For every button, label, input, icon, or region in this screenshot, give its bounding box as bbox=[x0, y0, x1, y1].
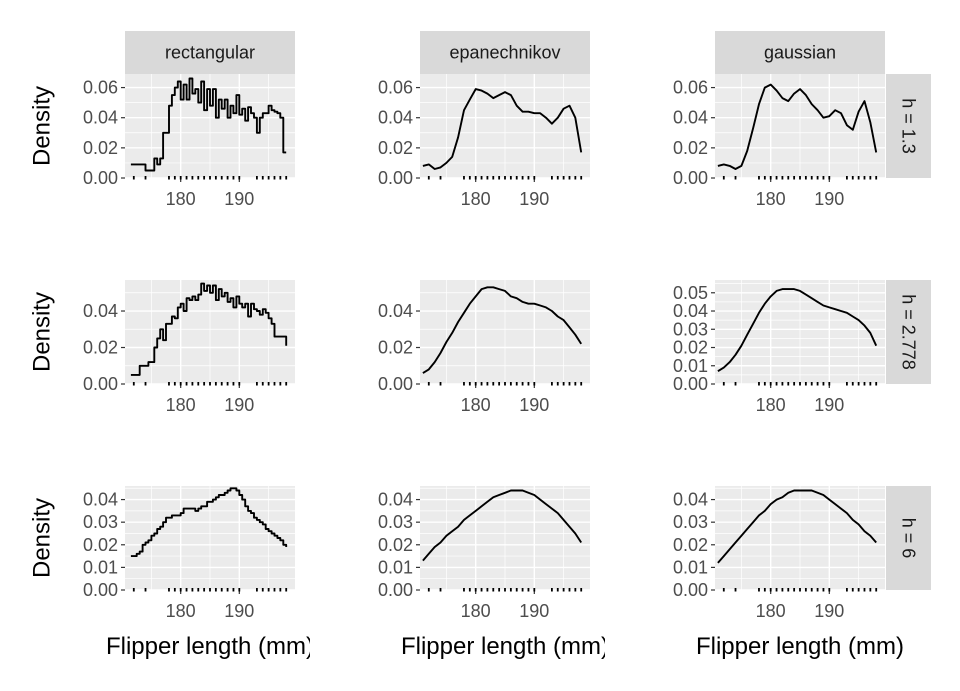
column-strip-label: gaussian bbox=[764, 43, 836, 63]
density-curve bbox=[422, 489, 582, 562]
y-tick-label: 0.03 bbox=[378, 512, 413, 532]
facet-panel-rectangular-2 bbox=[121, 486, 295, 594]
x-tick-label: 190 bbox=[814, 189, 844, 209]
y-tick-label: 0.02 bbox=[378, 138, 413, 158]
y-tick-label: 0.01 bbox=[673, 557, 708, 577]
x-axis-title: Flipper length (mm) bbox=[106, 633, 314, 660]
x-tick-label: 180 bbox=[461, 189, 491, 209]
x-tick-label: 190 bbox=[519, 395, 549, 415]
y-tick-label: 0.00 bbox=[673, 374, 708, 394]
y-tick-label: 0.04 bbox=[673, 108, 708, 128]
x-tick-label: 190 bbox=[519, 189, 549, 209]
y-tick-label: 0.04 bbox=[83, 108, 118, 128]
facet-panel-gaussian-1 bbox=[711, 280, 885, 388]
column-strip-label: rectangular bbox=[165, 43, 255, 63]
column-strip bbox=[420, 31, 590, 74]
y-tick-label: 0.06 bbox=[83, 78, 118, 98]
facet-panel-gaussian-0 bbox=[711, 74, 885, 182]
y-tick-label: 0.02 bbox=[83, 138, 118, 158]
x-tick-label: 190 bbox=[224, 395, 254, 415]
column-strip bbox=[715, 31, 885, 74]
x-axis-title: Flipper length (mm) bbox=[696, 633, 904, 660]
y-tick-label: 0.06 bbox=[673, 78, 708, 98]
column-strip-label: epanechnikov bbox=[449, 43, 560, 63]
x-tick-label: 190 bbox=[814, 395, 844, 415]
y-tick-label: 0.04 bbox=[83, 490, 118, 510]
y-tick-label: 0.00 bbox=[83, 374, 118, 394]
y-tick-label: 0.02 bbox=[673, 138, 708, 158]
x-tick-label: 180 bbox=[166, 189, 196, 209]
row-strip-label: h = 1.3 bbox=[899, 98, 919, 154]
row-strip bbox=[886, 74, 931, 178]
density-curve bbox=[717, 489, 877, 564]
y-tick-label: 0.04 bbox=[378, 108, 413, 128]
x-tick-label: 180 bbox=[756, 189, 786, 209]
y-tick-label: 0.02 bbox=[673, 535, 708, 555]
y-tick-label: 0.04 bbox=[673, 490, 708, 510]
x-tick-label: 180 bbox=[166, 395, 196, 415]
x-tick-label: 180 bbox=[461, 395, 491, 415]
facet-panel-rectangular-1 bbox=[121, 280, 295, 388]
y-tick-label: 0.02 bbox=[83, 338, 118, 358]
facet-panel-epanechnikov-1 bbox=[416, 280, 590, 388]
density-curve bbox=[130, 77, 287, 172]
facet-panel-epanechnikov-0 bbox=[416, 74, 590, 182]
x-tick-label: 190 bbox=[519, 601, 549, 621]
row-strip bbox=[886, 486, 931, 590]
row-strip-label: h = 2.778 bbox=[899, 294, 919, 370]
y-tick-label: 0.04 bbox=[673, 301, 708, 321]
y-tick-label: 0.00 bbox=[378, 374, 413, 394]
y-tick-label: 0.02 bbox=[378, 535, 413, 555]
y-tick-label: 0.03 bbox=[673, 319, 708, 339]
y-axis-title: Density bbox=[29, 86, 56, 166]
density-curve bbox=[717, 83, 878, 170]
x-tick-label: 180 bbox=[756, 601, 786, 621]
facet-panel-rectangular-0 bbox=[121, 74, 295, 182]
density-curve bbox=[422, 88, 583, 170]
y-tick-label: 0.04 bbox=[378, 490, 413, 510]
y-tick-label: 0.02 bbox=[83, 535, 118, 555]
row-strip-label: h = 6 bbox=[899, 518, 919, 559]
y-tick-label: 0.00 bbox=[83, 168, 118, 188]
y-tick-label: 0.01 bbox=[378, 557, 413, 577]
x-tick-label: 190 bbox=[224, 601, 254, 621]
x-tick-label: 190 bbox=[224, 189, 254, 209]
y-tick-label: 0.03 bbox=[83, 512, 118, 532]
x-tick-label: 180 bbox=[461, 601, 491, 621]
y-tick-label: 0.00 bbox=[673, 580, 708, 600]
density-curve bbox=[717, 288, 878, 373]
y-tick-label: 0.01 bbox=[673, 356, 708, 376]
density-curve bbox=[130, 487, 288, 558]
x-tick-label: 190 bbox=[814, 601, 844, 621]
y-axis-title: Density bbox=[29, 498, 56, 578]
y-tick-label: 0.03 bbox=[673, 512, 708, 532]
y-tick-label: 0.00 bbox=[83, 580, 118, 600]
column-strip bbox=[125, 31, 295, 74]
y-tick-label: 0.00 bbox=[378, 580, 413, 600]
y-axis-title: Density bbox=[29, 292, 56, 372]
x-axis-title: Flipper length (mm) bbox=[401, 633, 609, 660]
y-tick-label: 0.01 bbox=[83, 557, 118, 577]
facet-panel-gaussian-2 bbox=[711, 486, 885, 594]
y-tick-label: 0.06 bbox=[378, 78, 413, 98]
x-tick-label: 180 bbox=[166, 601, 196, 621]
y-tick-label: 0.00 bbox=[673, 168, 708, 188]
row-strip bbox=[886, 280, 931, 384]
density-curve bbox=[130, 282, 288, 376]
y-tick-label: 0.00 bbox=[378, 168, 413, 188]
density-curve bbox=[422, 286, 582, 374]
y-tick-label: 0.04 bbox=[378, 301, 413, 321]
y-tick-label: 0.05 bbox=[673, 283, 708, 303]
y-tick-label: 0.02 bbox=[378, 338, 413, 358]
facet-panel-epanechnikov-2 bbox=[416, 486, 590, 594]
x-tick-label: 180 bbox=[756, 395, 786, 415]
y-tick-label: 0.02 bbox=[673, 338, 708, 358]
y-tick-label: 0.04 bbox=[83, 301, 118, 321]
